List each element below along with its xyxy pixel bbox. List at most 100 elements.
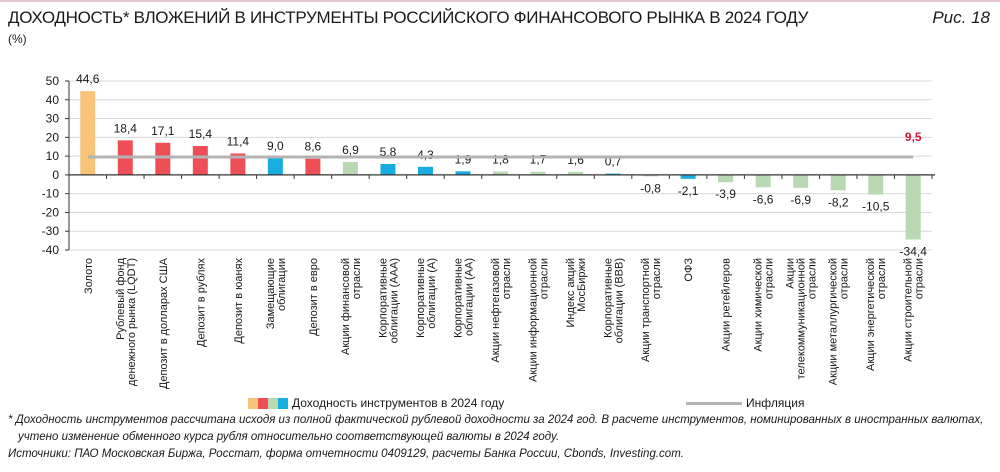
data-label: -34,4 — [900, 244, 928, 258]
data-label: -3,9 — [715, 187, 736, 201]
y-tick-label: 0 — [52, 168, 59, 182]
x-tick-label: Акции информационнойотрасли — [528, 258, 551, 382]
x-tick-label-line: ОФЗ — [683, 258, 695, 282]
bar — [868, 174, 884, 195]
y-tick-label: 10 — [46, 149, 60, 163]
x-tick-label: Акции нефтегазовойотрасли — [490, 258, 513, 363]
x-tick-label: ОФЗ — [683, 258, 695, 282]
data-label: 9,0 — [267, 139, 284, 153]
x-tick-label-line: Акции — [785, 258, 797, 289]
x-tick-label: Корпоративныеоблигации (А) — [415, 258, 438, 338]
legend-bars: Доходность инструментов в 2024 году — [248, 396, 504, 410]
x-tick-label-line: облигации (АА) — [463, 258, 475, 336]
bar — [755, 174, 771, 188]
x-tick-label: Акции химическойотрасли — [753, 258, 776, 352]
x-tick-label-line: Акции металлургической — [828, 258, 840, 385]
x-tick-label-line: МосБиржи — [576, 258, 588, 312]
data-label: -2,1 — [678, 184, 699, 198]
bar — [568, 171, 584, 175]
inflation-label: 9,5 — [905, 130, 922, 144]
bar — [680, 174, 696, 179]
x-tick-label-line: отрасли — [914, 258, 926, 299]
legend-swatch-red — [258, 397, 268, 409]
data-label: 15,4 — [189, 127, 213, 141]
y-tick-label: 20 — [46, 130, 60, 144]
x-tick-label-line: отрасли — [651, 258, 663, 299]
chart-title: ДОХОДНОСТЬ* ВЛОЖЕНИЙ В ИНСТРУМЕНТЫ РОССИ… — [8, 8, 809, 27]
bar — [417, 166, 433, 175]
data-label: 4,3 — [417, 148, 434, 162]
x-tick-label-line: Акции химической — [753, 258, 765, 352]
x-tick-label-line: Акции энергетической — [865, 258, 877, 371]
x-tick-label-line: Корпоративные — [452, 258, 464, 338]
data-label: -0,8 — [640, 181, 661, 195]
y-tick-label: -30 — [42, 224, 60, 238]
x-tick-label: Депозит в рублях — [195, 258, 207, 347]
x-tick-label-line: отрасли — [764, 258, 776, 299]
x-tick-label-line: телекоммуникационной — [796, 258, 808, 379]
x-tick-label-line: облигации (А) — [426, 258, 438, 329]
x-tick-label: Замещающиеоблигации — [265, 258, 288, 329]
y-tick-label: 30 — [46, 112, 60, 126]
x-tick-label-line: Корпоративные — [377, 258, 389, 338]
bar — [80, 91, 96, 175]
data-label: -10,5 — [862, 200, 890, 214]
x-tick-label-line: Замещающие — [265, 258, 277, 329]
x-tick-label: Акции металлургическойотрасли — [828, 258, 851, 385]
x-tick-label-line: отрасли — [807, 258, 819, 299]
data-label: 44,6 — [76, 72, 100, 86]
bar — [455, 171, 471, 175]
x-tick-label-line: облигации (BBB) — [614, 258, 626, 343]
y-tick-label: -40 — [42, 243, 60, 257]
x-tick-label: Акции строительнойотрасли — [903, 258, 926, 362]
bar — [192, 145, 208, 175]
data-label: 6,9 — [342, 143, 359, 157]
data-label: 18,4 — [114, 121, 138, 135]
x-tick-label-line: Депозит в долларах США — [158, 257, 170, 389]
legend-label-returns: Доходность инструментов в 2024 году — [292, 396, 505, 410]
x-tick-label-line: отрасли — [351, 258, 363, 299]
bar — [793, 174, 809, 188]
x-tick-label-line: отрасли — [876, 258, 888, 299]
bar — [342, 161, 358, 175]
x-tick-label: Рублевый фондденежного рынка (LQDT) — [115, 257, 138, 386]
x-tick-label: Золото — [83, 258, 95, 294]
data-label: 1,7 — [530, 153, 547, 167]
x-tick-label: Индекс акцийМосБиржи — [565, 258, 588, 328]
y-axis-unit: (%) — [8, 32, 27, 46]
x-tick-label-line: Депозит в рублях — [195, 258, 207, 347]
x-tick-label: Корпоративныеоблигации (ААА) — [377, 258, 400, 343]
x-tick-label: Депозит в евро — [308, 258, 320, 336]
y-tick-label: -10 — [42, 187, 60, 201]
bar — [530, 171, 546, 175]
legend-label-inflation: Инфляция — [746, 396, 805, 410]
x-tick-label-line: отрасли — [839, 258, 851, 299]
x-tick-label-line: Акции нефтегазовой — [490, 258, 502, 363]
x-tick-label-line: Акции ретейлеров — [721, 258, 733, 352]
data-label: 8,6 — [305, 140, 322, 154]
bar — [718, 174, 734, 183]
legend-swatch-blue — [278, 397, 288, 409]
data-label: 1,9 — [455, 152, 472, 166]
footnote-1: * Доходность инструментов рассчитана исх… — [8, 414, 984, 426]
x-tick-label-line: Индекс акций — [565, 258, 577, 328]
x-tick-label: Акции транспортнойотрасли — [640, 258, 663, 362]
x-tick-label: Акции энергетическойотрасли — [865, 258, 888, 371]
bar — [605, 173, 621, 175]
x-tick-label: Корпоративныеоблигации (BBB) — [603, 258, 626, 343]
x-tick-label: Корпоративныеоблигации (АА) — [452, 258, 475, 338]
y-tick-label: 50 — [46, 74, 60, 88]
data-label: 11,4 — [227, 134, 250, 148]
x-tick-label-line: облигации — [276, 258, 288, 311]
bar — [643, 174, 659, 177]
data-label: -6,9 — [790, 193, 811, 207]
bar — [493, 171, 508, 175]
bar — [305, 158, 321, 175]
figure-number: Рис. 18 — [932, 8, 990, 27]
data-label: 1,6 — [567, 153, 584, 167]
bar — [155, 142, 171, 175]
x-tick-label-line: Рублевый фонд — [115, 257, 127, 339]
data-label: 5,8 — [380, 145, 397, 159]
x-tick-label-line: Депозит в евро — [308, 258, 320, 336]
x-tick-label: Акции финансовойотрасли — [340, 258, 363, 355]
